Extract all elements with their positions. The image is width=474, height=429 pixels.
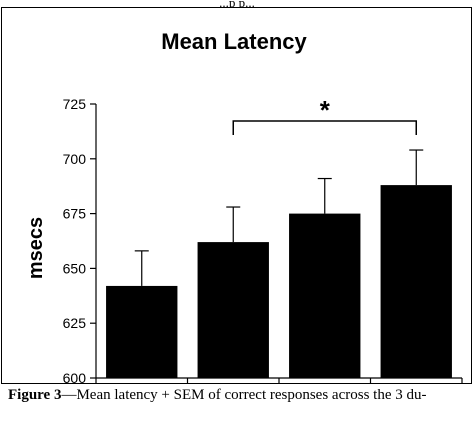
figure-caption-text: —Mean latency + SEM of correct responses… xyxy=(61,387,427,403)
y-tick-label: 625 xyxy=(63,315,87,331)
significance-label: * xyxy=(320,95,331,125)
x-axis: 0h4h7h10h xyxy=(95,377,463,384)
y-tick-label: 700 xyxy=(63,151,87,167)
bars xyxy=(106,185,452,378)
bar xyxy=(106,285,178,378)
significance-line xyxy=(232,120,417,135)
bar xyxy=(197,242,269,378)
error-bars xyxy=(134,149,424,286)
y-tick-label: 650 xyxy=(63,260,87,276)
bar-chart: Mean Latency msecs 600 625 650 675 700 725 0h… xyxy=(25,29,463,385)
page-top-fragment: ...p p... xyxy=(219,0,255,9)
y-tick-label: 675 xyxy=(63,206,87,222)
bar xyxy=(289,213,361,378)
y-axis-label: msecs xyxy=(25,217,47,279)
chart-panel: Mean Latency msecs 600 625 650 675 700 725 0h… xyxy=(1,7,472,385)
bar xyxy=(380,185,452,378)
figure-caption-label: Figure 3 xyxy=(8,387,62,403)
chart-title: Mean Latency xyxy=(161,29,307,54)
y-tick-label: 600 xyxy=(63,370,87,385)
y-axis: 600 625 650 675 700 725 xyxy=(63,96,97,385)
y-tick-label: 725 xyxy=(63,96,87,112)
figure-caption: Figure 3—Mean latency + SEM of correct r… xyxy=(8,386,470,404)
significance-bracket: * xyxy=(232,95,417,135)
